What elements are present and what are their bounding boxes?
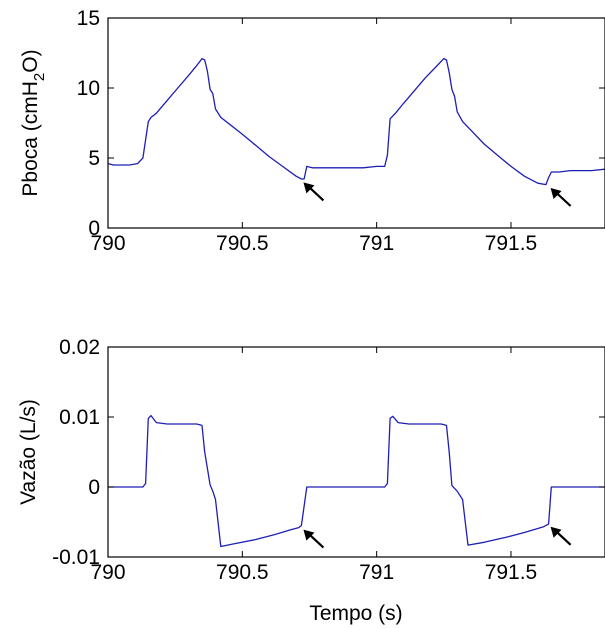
pressure-xtick-label: 790 — [90, 232, 125, 255]
flow-xtick-label: 791.5 — [485, 561, 538, 584]
flow-ytick-label: 0 — [88, 476, 100, 499]
flow-panel: 790 790.5 791 791.5 -0.01 0 0.01 0.02 Vazão (L/… — [17, 336, 605, 625]
flow-plot-area — [108, 414, 605, 549]
pressure-ylabel: Pboca (cmH2O) — [19, 49, 48, 196]
flow-ytick-label: 0.02 — [59, 336, 100, 359]
flow-xlabel: Tempo (s) — [309, 602, 402, 625]
pressure-xtick-label: 791.5 — [485, 232, 538, 255]
pressure-xtick-label: 790.5 — [216, 232, 269, 255]
flow-ylabel: Vazão (L/s) — [17, 399, 40, 505]
pressure-ytick-label: 0 — [88, 217, 100, 240]
flow-ytick-label: -0.01 — [52, 546, 100, 569]
flow-axes-frame — [107, 346, 605, 558]
pressure-plot-area — [107, 57, 605, 207]
pressure-ytick-label: 15 — [77, 7, 100, 30]
pressure-axes-frame — [107, 17, 605, 229]
pressure-ytick-label: 10 — [77, 77, 100, 100]
flow-series-line — [108, 414, 605, 548]
pressure-series-line — [107, 57, 605, 186]
pressure-ytick-label: 5 — [88, 147, 100, 170]
annotation-arrow-icon — [550, 188, 572, 207]
annotation-arrow-icon — [550, 526, 572, 546]
annotation-arrow-icon — [303, 182, 325, 202]
flow-xtick-label: 790 — [90, 561, 125, 584]
flow-ticks: 790 790.5 791 791.5 -0.01 0 0.01 0.02 — [52, 336, 605, 584]
annotation-arrow-icon — [303, 529, 325, 549]
pressure-xtick-label: 791 — [359, 232, 394, 255]
flow-xtick-label: 790.5 — [216, 561, 269, 584]
flow-ytick-label: 0.01 — [59, 406, 100, 429]
pressure-panel: 790 790.5 791 791.5 0 5 10 15 Pboca (cmH2O) — [19, 7, 605, 255]
pressure-ticks: 790 790.5 791 791.5 0 5 10 15 — [77, 7, 605, 255]
flow-xtick-label: 791 — [359, 561, 394, 584]
